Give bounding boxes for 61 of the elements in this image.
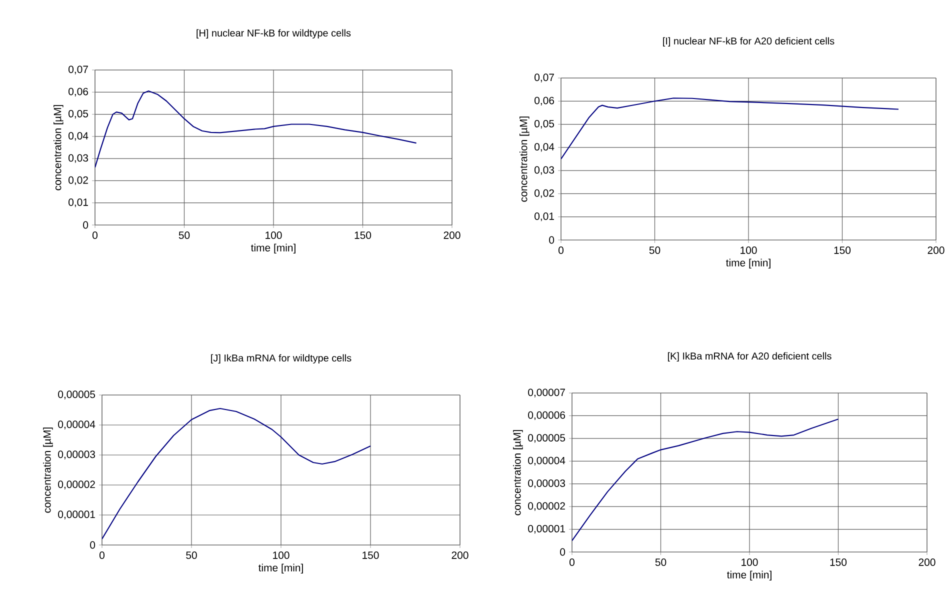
line-series — [95, 90, 417, 168]
y-tick-label: 0,00005 — [528, 434, 566, 443]
y-tick-label: 0,04 — [68, 132, 88, 141]
y-tick-label: 0,00001 — [528, 524, 565, 534]
x-tick-label: 50 — [655, 558, 666, 566]
x-tick-label: 150 — [362, 552, 379, 559]
x-tick-label: 100 — [740, 246, 757, 254]
x-axis-title: time [min] — [250, 244, 296, 254]
x-tick-label: 100 — [742, 558, 758, 566]
y-tick-label: 0,00002 — [58, 480, 95, 490]
x-tick-label: 100 — [266, 232, 282, 239]
y-tick-label: 0,01 — [534, 212, 554, 222]
chart-title: [I] nuclear NF-kB for A20 deficient cells — [663, 37, 834, 46]
y-tick-label: 0,02 — [534, 189, 554, 198]
x-axis-title: time [min] — [258, 564, 303, 574]
x-tick-label: 150 — [834, 246, 851, 254]
chart-title: [K] IkBa mRNA for A20 deficient cells — [668, 352, 832, 362]
y-axis-title: concentration [µM] — [43, 428, 53, 513]
x-axis-title: time [min] — [726, 570, 772, 581]
y-tick-label: 0 — [90, 541, 96, 549]
y-tick-label: 0,05 — [68, 110, 88, 119]
y-tick-label: 0,07 — [68, 66, 88, 74]
line-series — [102, 408, 372, 540]
y-tick-label: 0,04 — [534, 143, 554, 152]
x-tick-label: 50 — [186, 552, 197, 559]
y-axis-title: concentration [µM] — [513, 430, 523, 516]
y-tick-label: 0,00004 — [528, 456, 566, 466]
x-tick-label: 0 — [99, 552, 104, 559]
x-tick-label: 50 — [649, 246, 660, 254]
y-tick-label: 0,00007 — [528, 388, 565, 398]
y-tick-label: 0,00006 — [528, 411, 566, 420]
y-tick-label: 0,01 — [68, 198, 88, 208]
x-tick-label: 150 — [354, 232, 372, 239]
y-tick-label: 0 — [83, 221, 88, 229]
chart-title: [H] nuclear NF-kB for wildtype cells — [196, 29, 351, 38]
y-tick-label: 0,07 — [534, 74, 554, 82]
y-tick-label: 0,06 — [68, 88, 88, 96]
x-tick-label: 200 — [452, 552, 468, 559]
y-tick-label: 0,02 — [68, 176, 88, 186]
line-series — [572, 418, 839, 542]
y-tick-label: 0,00005 — [58, 390, 96, 400]
y-tick-label: 0,00001 — [58, 510, 95, 520]
y-tick-label: 0,00002 — [528, 502, 565, 511]
x-tick-label: 200 — [928, 246, 944, 254]
x-tick-label: 200 — [444, 232, 460, 239]
y-tick-label: 0,06 — [534, 96, 554, 106]
x-axis-title: time [min] — [726, 258, 770, 269]
y-tick-label: 0,03 — [68, 154, 88, 163]
x-tick-label: 200 — [918, 558, 936, 566]
y-tick-label: 0,00003 — [528, 480, 566, 488]
y-tick-label: 0,00004 — [58, 420, 96, 430]
y-axis-title: concentration [µM] — [520, 116, 530, 202]
y-tick-label: 0,00003 — [58, 450, 96, 460]
x-tick-label: 0 — [570, 558, 575, 566]
x-tick-label: 150 — [830, 558, 847, 566]
y-axis-title: concentration [µM] — [54, 105, 64, 190]
x-tick-label: 50 — [178, 232, 190, 239]
x-tick-label: 100 — [273, 552, 290, 559]
y-tick-label: 0,05 — [534, 120, 554, 129]
chart-title: [J] IkBa mRNA for wildtype cells — [211, 354, 352, 364]
y-tick-label: 0,03 — [534, 166, 554, 175]
